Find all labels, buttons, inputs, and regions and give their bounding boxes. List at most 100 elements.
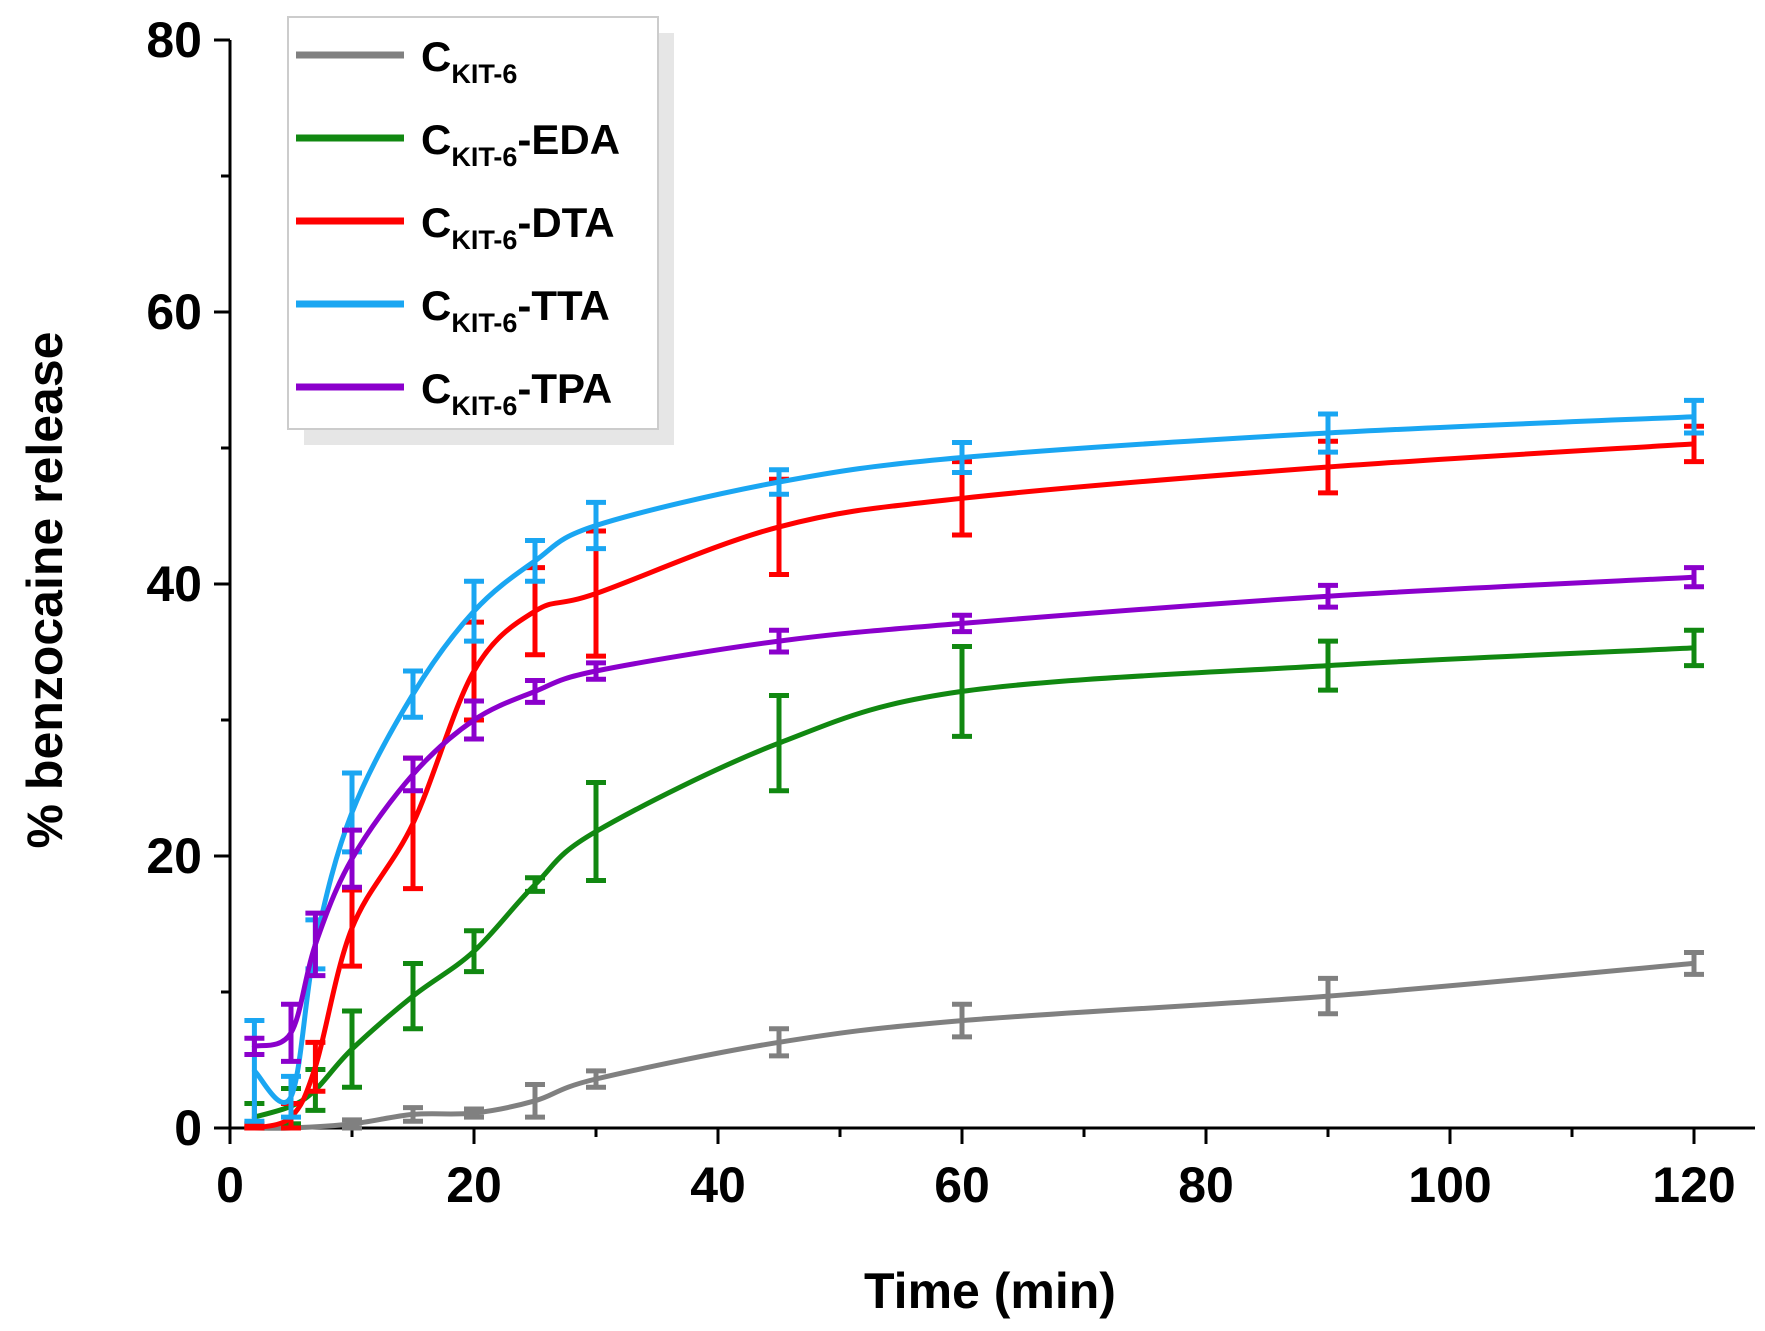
error-bar: [525, 537, 545, 584]
data-point: [959, 1018, 965, 1024]
data-point: [349, 856, 355, 862]
data-point: [349, 925, 355, 931]
error-bar: [586, 780, 606, 883]
error-bar: [342, 827, 362, 890]
series-line: [251, 441, 1697, 1131]
data-point: [532, 1098, 538, 1104]
series-line: [251, 574, 1697, 1049]
error-bar: [342, 887, 362, 969]
error-bar: [281, 1073, 301, 1120]
data-point: [410, 771, 416, 777]
legend-label: CKIT-6-TTA: [421, 282, 610, 338]
data-point: [251, 1125, 257, 1131]
data-point: [349, 1046, 355, 1052]
data-point: [312, 1064, 318, 1070]
data-point: [532, 882, 538, 888]
error-bar: [464, 698, 484, 742]
data-point: [1325, 663, 1331, 669]
error-bar: [1318, 975, 1338, 1017]
data-point: [312, 941, 318, 947]
data-point: [410, 691, 416, 697]
data-point: [288, 1094, 294, 1100]
legend: CKIT-6 CKIT-6-EDA CKIT-6-DTA CKIT-6-TTA CKIT…: [287, 16, 674, 445]
data-point: [532, 608, 538, 614]
error-bar: [1684, 627, 1704, 669]
data-point: [593, 1076, 599, 1082]
y-tick-label: 60: [146, 284, 202, 340]
error-bar: [1684, 565, 1704, 590]
data-point: [1691, 574, 1697, 580]
data-point: [959, 620, 965, 626]
data-point: [776, 1039, 782, 1045]
error-bar: [1318, 582, 1338, 610]
series-CKIT-6-TPA: [244, 565, 1704, 1064]
error-bar: [244, 1121, 265, 1131]
x-tick-label: 20: [446, 1157, 502, 1213]
error-bar: [403, 755, 423, 794]
x-tick-label: 120: [1652, 1157, 1735, 1213]
data-point: [593, 591, 599, 597]
axes: 0 20 40 60 80 100 120 0 20 40 60 80: [146, 12, 1755, 1213]
data-point: [1691, 441, 1697, 447]
data-point: [1691, 645, 1697, 651]
data-point: [532, 688, 538, 694]
x-tick-label: 80: [1178, 1157, 1234, 1213]
error-bar: [1684, 950, 1704, 977]
error-bar: [403, 1105, 423, 1124]
error-bar: [1318, 638, 1338, 693]
data-point: [959, 688, 965, 694]
data-point: [471, 1110, 477, 1116]
data-point: [251, 1043, 257, 1049]
data-point: [410, 1111, 416, 1117]
error-bar: [342, 1008, 362, 1090]
data-point: [471, 948, 477, 954]
data-point: [349, 1121, 355, 1127]
x-tick-label: 40: [690, 1157, 746, 1213]
data-point: [532, 558, 538, 564]
error-bar: [586, 1068, 606, 1090]
data-point: [959, 495, 965, 501]
y-tick-label: 40: [146, 556, 202, 612]
error-bar: [586, 499, 606, 552]
data-point: [471, 608, 477, 614]
error-bar: [952, 612, 972, 635]
error-bar: [525, 1081, 545, 1120]
data-point: [593, 829, 599, 835]
error-bar: [769, 467, 789, 497]
error-bar: [525, 875, 545, 894]
error-bar: [281, 1001, 301, 1064]
error-bar: [305, 910, 326, 979]
error-bar: [464, 578, 484, 644]
data-point: [776, 740, 782, 746]
x-tick-label: 0: [216, 1157, 244, 1213]
error-bar: [403, 960, 423, 1032]
error-bar: [244, 1035, 265, 1058]
error-bar: [342, 1117, 362, 1131]
legend-label: CKIT-6: [421, 33, 517, 89]
data-point: [410, 820, 416, 826]
data-point: [471, 717, 477, 723]
error-bar: [1684, 397, 1704, 436]
legend-label: CKIT-6-EDA: [421, 116, 620, 172]
y-tick-label: 20: [146, 828, 202, 884]
data-point: [349, 809, 355, 815]
error-bar: [769, 693, 789, 794]
y-tick-label: 0: [174, 1100, 202, 1156]
x-tick-label: 100: [1408, 1157, 1491, 1213]
data-point: [288, 1030, 294, 1036]
data-point: [959, 455, 965, 461]
data-point: [251, 1068, 257, 1074]
error-bar: [525, 678, 545, 705]
data-point: [776, 524, 782, 530]
error-bar: [403, 668, 423, 720]
data-point: [471, 668, 477, 674]
error-bar: [952, 440, 972, 475]
legend-label: CKIT-6-DTA: [421, 199, 615, 255]
data-point: [1691, 414, 1697, 420]
error-bar: [464, 1106, 484, 1120]
data-point: [776, 638, 782, 644]
x-axis-title: Time (min): [864, 1263, 1116, 1319]
data-point: [593, 668, 599, 674]
